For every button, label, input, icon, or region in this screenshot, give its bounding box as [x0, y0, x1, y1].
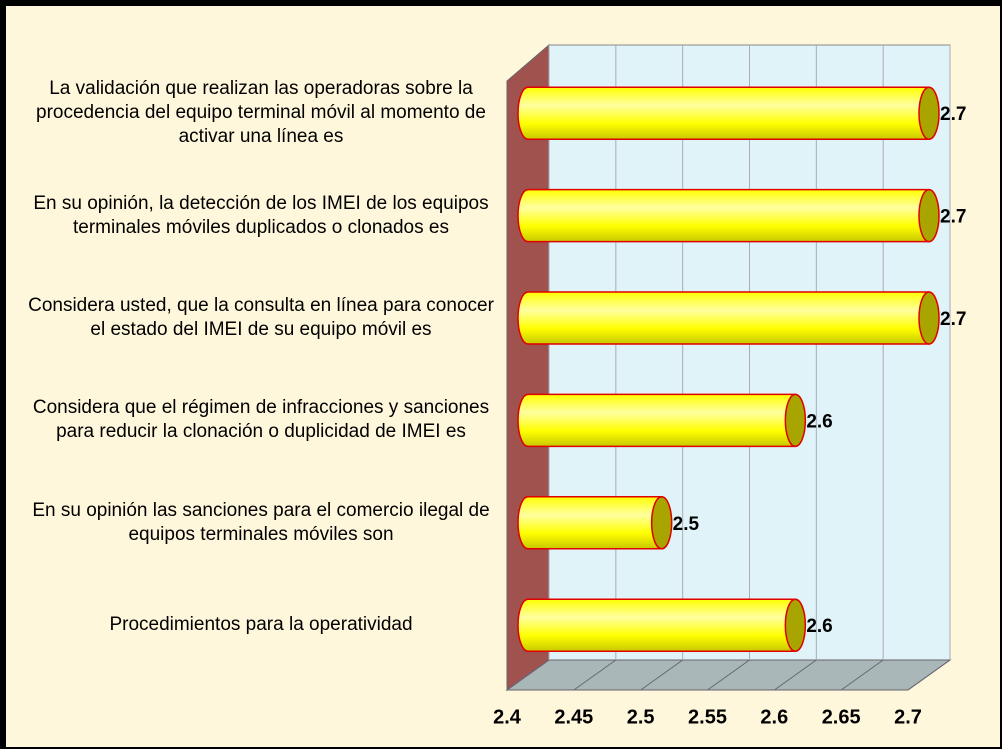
value-label: 2.6 [806, 411, 832, 432]
category-label: En su opinión, la detección de los IMEI … [33, 192, 489, 238]
x-tick-label: 2.4 [493, 706, 522, 728]
bar-end [650, 496, 673, 550]
value-label: 2.6 [806, 616, 832, 637]
value-label: 2.7 [940, 207, 966, 228]
value-label: 2.7 [940, 104, 966, 125]
x-tick-label: 2.7 [894, 706, 922, 728]
bar-end [784, 393, 807, 448]
category-label: Procedimientos para la operatividad [109, 614, 413, 636]
floor-grid-line [840, 659, 884, 691]
bar-body [517, 188, 930, 243]
side-wall [506, 43, 550, 691]
floor-grid-line [640, 659, 683, 691]
floor-grid-line [907, 659, 951, 691]
bar-end [784, 598, 807, 652]
plot: 2.4 2.45 2.5 2.55 2.6 2.65 2.7 2.7 2.7 2.7 2.6 2.5 2… [493, 43, 966, 728]
bar-body [517, 496, 663, 550]
category-label: En su opinión las sanciones para el come… [32, 499, 490, 545]
bar [517, 598, 807, 652]
floor-grid-line [707, 659, 750, 691]
value-label: 2.5 [673, 514, 700, 535]
floor-grid-line [506, 659, 550, 691]
bar [517, 393, 807, 448]
bar-body [517, 86, 930, 140]
x-tick-label: 2.5 [627, 706, 655, 728]
category-label: Considera usted, que la consulta en líne… [28, 295, 494, 340]
category-label: Considera que el régimen de infracciones… [32, 397, 490, 443]
bar [517, 291, 940, 345]
bar [517, 188, 940, 243]
x-tick-label: 2.45 [554, 706, 593, 728]
bar-end [918, 86, 940, 140]
x-tick-label: 2.6 [760, 706, 788, 728]
bar-body [517, 291, 930, 345]
category-label: La validación que realizan las operadora… [36, 78, 486, 148]
bar-body [517, 393, 797, 448]
x-tick-label: 2.65 [822, 706, 861, 728]
floor-grid-line [573, 659, 617, 691]
bar [517, 86, 940, 140]
bar-end [918, 188, 940, 243]
bar-body [517, 598, 797, 652]
value-label: 2.7 [940, 309, 966, 330]
bar [517, 496, 673, 550]
x-tick-label: 2.55 [688, 706, 727, 728]
bar-end [918, 291, 940, 345]
floor-grid-line [774, 659, 817, 691]
